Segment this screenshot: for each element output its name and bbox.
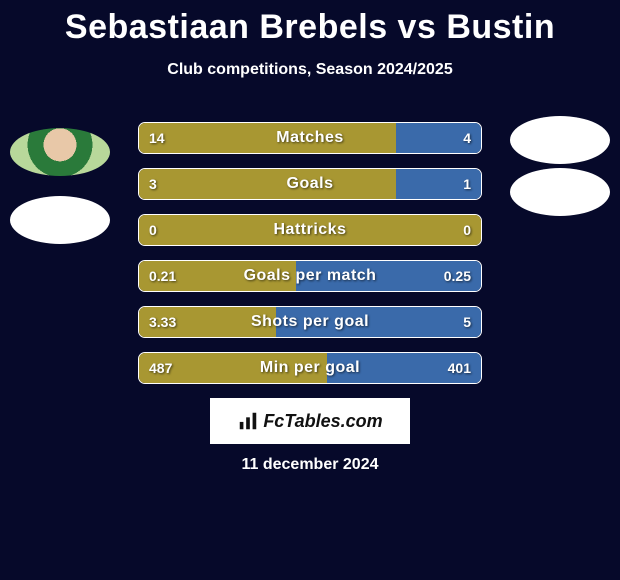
player-right-placeholder bbox=[510, 168, 610, 216]
stat-bar-right bbox=[276, 307, 481, 337]
stat-bar-right bbox=[396, 169, 482, 199]
stat-bar-right bbox=[396, 123, 482, 153]
stat-row: Goals per match0.210.25 bbox=[138, 260, 482, 292]
stat-row: Min per goal487401 bbox=[138, 352, 482, 384]
stat-bar-left bbox=[139, 261, 296, 291]
stat-bar-left bbox=[139, 123, 396, 153]
player-right-avatar bbox=[510, 116, 610, 164]
stat-bar-left bbox=[139, 307, 276, 337]
stat-bar-left bbox=[139, 169, 396, 199]
stat-row: Hattricks00 bbox=[138, 214, 482, 246]
stat-bar-left bbox=[139, 215, 481, 245]
page-title: Sebastiaan Brebels vs Bustin bbox=[0, 0, 620, 47]
stats-bars: Matches144 Goals31 Hattricks00 Goals per ma… bbox=[138, 122, 482, 398]
stat-bar-right bbox=[296, 261, 481, 291]
chart-icon bbox=[237, 410, 259, 432]
stat-bar-left bbox=[139, 353, 327, 383]
player-left-avatar bbox=[10, 128, 110, 176]
logo-box: FcTables.com bbox=[210, 398, 410, 444]
player-left-placeholder bbox=[10, 196, 110, 244]
logo: FcTables.com bbox=[237, 410, 382, 432]
stat-bar-right bbox=[327, 353, 481, 383]
logo-text: FcTables.com bbox=[263, 411, 382, 432]
subtitle: Club competitions, Season 2024/2025 bbox=[0, 61, 620, 79]
date-text: 11 december 2024 bbox=[0, 456, 620, 474]
stat-row: Matches144 bbox=[138, 122, 482, 154]
stat-row: Shots per goal3.335 bbox=[138, 306, 482, 338]
stat-row: Goals31 bbox=[138, 168, 482, 200]
